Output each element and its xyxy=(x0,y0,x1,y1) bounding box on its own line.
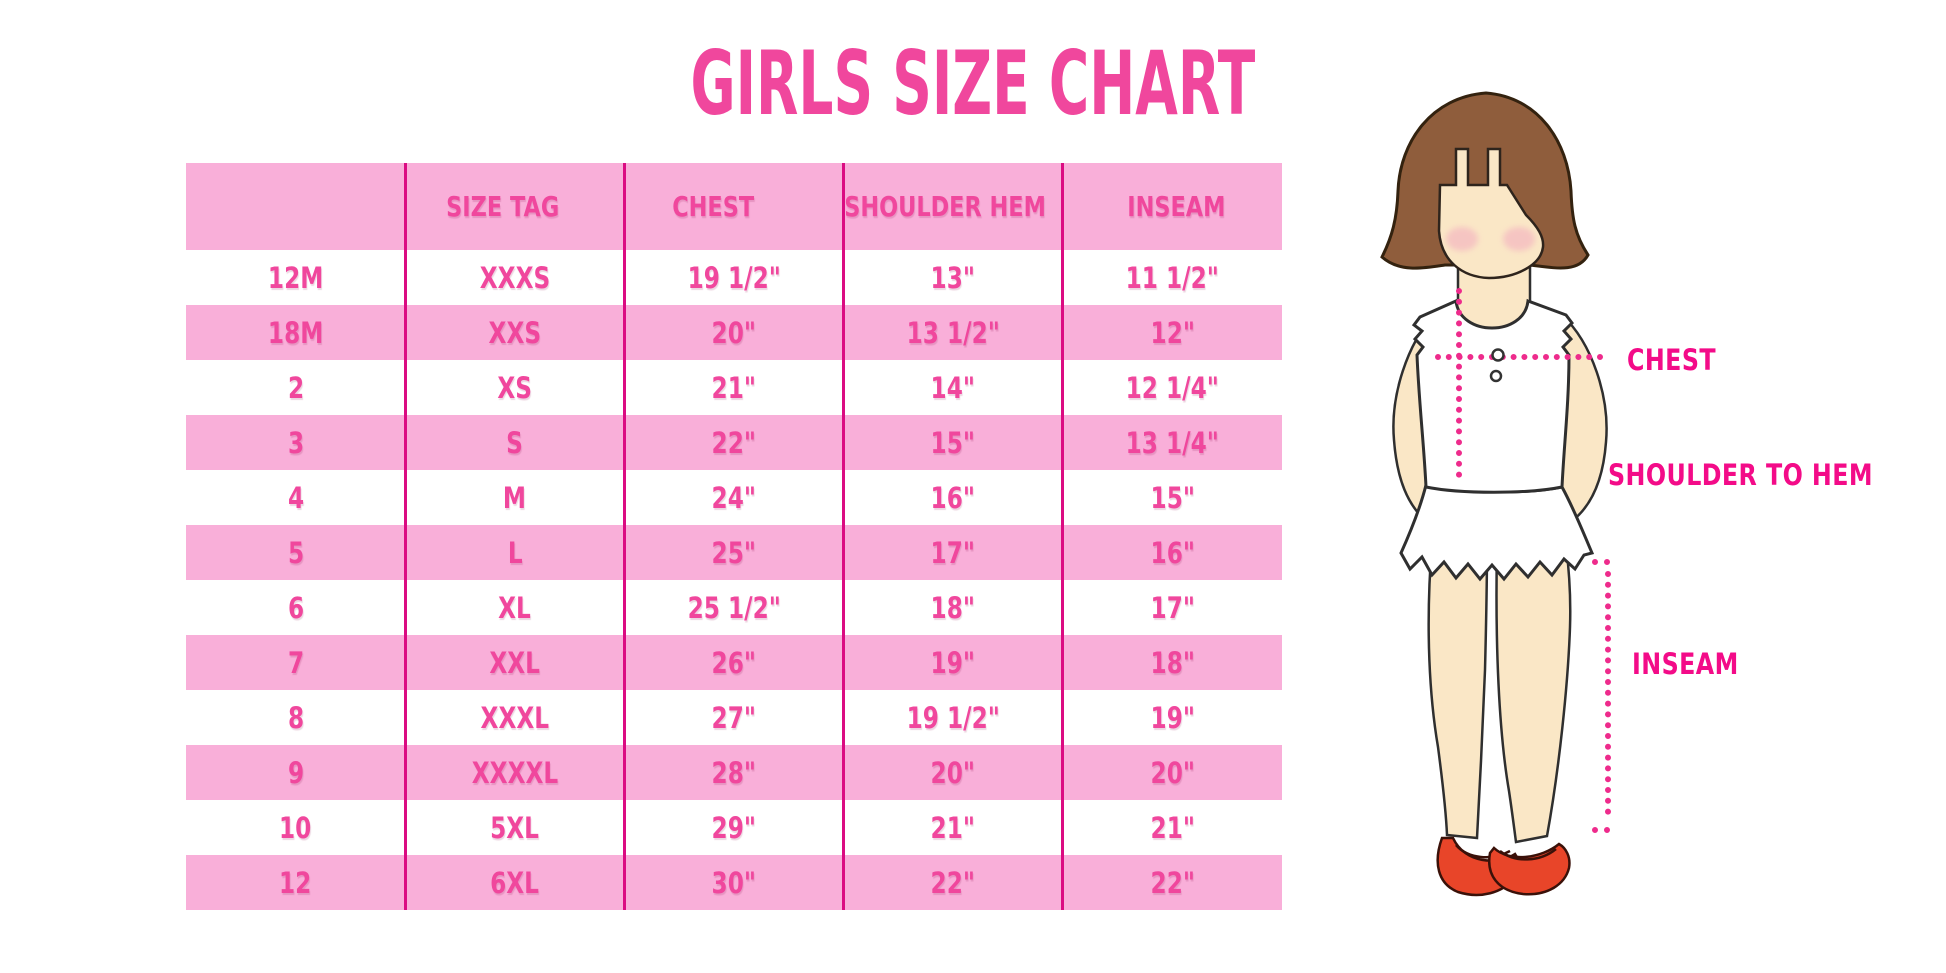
table-cell: 10 xyxy=(279,810,312,845)
girl-illustration xyxy=(1380,91,1622,897)
table-cell: 18" xyxy=(931,590,976,625)
table-cell: XXXL xyxy=(480,700,550,735)
table-row: 4 M 24" 16" 15" xyxy=(186,470,1282,525)
table-cell: 19" xyxy=(931,645,976,680)
table-cell: 19 1/2" xyxy=(906,700,1000,735)
table-cell: L xyxy=(507,535,523,570)
inseam-label: INSEAM xyxy=(1632,647,1739,681)
table-cell: 17" xyxy=(931,535,976,570)
column-header: CHEST xyxy=(672,190,755,223)
blush-cheeks xyxy=(1446,227,1535,251)
table-cell: 18M xyxy=(267,315,324,350)
table-header-row: SIZE TAG CHEST SHOULDER HEM INSEAM xyxy=(186,163,1282,250)
table-cell: 12 1/4" xyxy=(1125,370,1220,405)
table-cell: 21" xyxy=(931,810,976,845)
column-divider xyxy=(1061,163,1065,910)
table-cell: 22" xyxy=(1150,865,1195,900)
table-cell: XXXXL xyxy=(471,755,558,790)
table-cell: XL xyxy=(498,590,532,625)
table-cell: 5XL xyxy=(490,810,540,845)
column-header: SIZE TAG xyxy=(445,190,560,223)
table-cell: S xyxy=(506,425,524,460)
table-cell: 13 1/4" xyxy=(1125,425,1220,460)
table-cell: 13" xyxy=(931,260,976,295)
table-cell: 28" xyxy=(711,755,757,790)
table-cell: 17" xyxy=(1150,590,1195,625)
table-cell: 14" xyxy=(931,370,976,405)
table-cell: 6 xyxy=(287,590,304,625)
table-cell: 22" xyxy=(931,865,976,900)
table-cell: 18" xyxy=(1150,645,1195,680)
page-title: GIRLS SIZE CHART xyxy=(690,32,1256,135)
table-cell: 26" xyxy=(711,645,757,680)
table-cell: 12M xyxy=(267,260,324,295)
table-cell: 16" xyxy=(931,480,976,515)
table-row: 2 XS 21" 14" 12 1/4" xyxy=(186,360,1282,415)
table-cell: 6XL xyxy=(490,865,540,900)
table-cell: 4 xyxy=(287,480,304,515)
table-cell: 24" xyxy=(711,480,757,515)
table-cell: 19 1/2" xyxy=(687,260,781,295)
table-row: 12 6XL 30" 22" 22" xyxy=(186,855,1282,910)
shoes xyxy=(1436,836,1571,897)
table-cell: XS xyxy=(497,370,533,405)
table-row: 7 XXL 26" 19" 18" xyxy=(186,635,1282,690)
table-cell: 22" xyxy=(711,425,757,460)
table-cell: XXL xyxy=(489,645,541,680)
table-cell: 3 xyxy=(287,425,304,460)
column-header: INSEAM xyxy=(1127,190,1226,223)
chest-label: CHEST xyxy=(1627,343,1716,377)
table-row: 3 S 22" 15" 13 1/4" xyxy=(186,415,1282,470)
table-row: 10 5XL 29" 21" 21" xyxy=(186,800,1282,855)
table-cell: 15" xyxy=(931,425,976,460)
size-table: SIZE TAG CHEST SHOULDER HEM INSEAM 12M XXXS 19… xyxy=(186,163,1282,910)
table-cell: 20" xyxy=(711,315,757,350)
table-cell: 21" xyxy=(1150,810,1195,845)
table-cell: 20" xyxy=(931,755,976,790)
table-cell: 21" xyxy=(711,370,757,405)
table-cell: 29" xyxy=(711,810,757,845)
table-cell: 9 xyxy=(287,755,304,790)
column-header: SHOULDER HEM xyxy=(844,190,1046,223)
table-cell: 19" xyxy=(1150,700,1195,735)
table-cell: 20" xyxy=(1150,755,1195,790)
table-cell: 30" xyxy=(711,865,757,900)
table-cell: M xyxy=(503,480,527,515)
table-cell: 2 xyxy=(287,370,304,405)
table-cell: 25 1/2" xyxy=(687,590,781,625)
table-row: 8 XXXL 27" 19 1/2" 19" xyxy=(186,690,1282,745)
table-cell: XXS xyxy=(488,315,542,350)
column-header xyxy=(186,163,397,250)
table-cell: 25" xyxy=(711,535,757,570)
shirt-buttons xyxy=(1489,348,1505,383)
table-row: 12M XXXS 19 1/2" 13" 11 1/2" xyxy=(186,250,1282,305)
table-cell: 27" xyxy=(711,700,757,735)
column-divider xyxy=(403,163,407,910)
column-divider xyxy=(622,163,626,910)
column-divider xyxy=(842,163,846,910)
inseam-measure-line xyxy=(1592,559,1622,833)
shirt xyxy=(1411,298,1574,494)
table-cell: 11 1/2" xyxy=(1125,260,1220,295)
table-cell: 8 xyxy=(287,700,304,735)
table-cell: 16" xyxy=(1150,535,1195,570)
table-row: 5 L 25" 17" 16" xyxy=(186,525,1282,580)
legs xyxy=(1427,541,1572,844)
shoulder-to-hem-label: SHOULDER TO HEM xyxy=(1608,458,1873,492)
table-row: 9 XXXXL 28" 20" 20" xyxy=(186,745,1282,800)
table-cell: 5 xyxy=(287,535,304,570)
table-cell: 12" xyxy=(1150,315,1195,350)
table-cell: XXXS xyxy=(479,260,550,295)
table-cell: 12 xyxy=(279,865,312,900)
table-row: 6 XL 25 1/2" 18" 17" xyxy=(186,580,1282,635)
table-cell: 15" xyxy=(1150,480,1195,515)
table-cell: 13 1/2" xyxy=(906,315,1000,350)
table-cell: 7 xyxy=(287,645,304,680)
table-row: 18M XXS 20" 13 1/2" 12" xyxy=(186,305,1282,360)
